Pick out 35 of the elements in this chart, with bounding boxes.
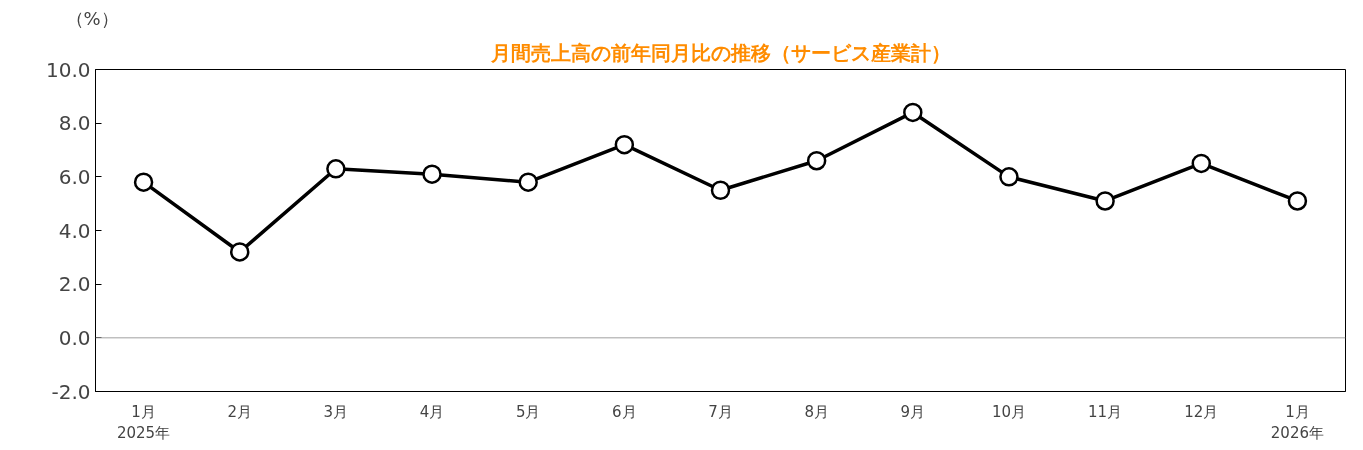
y-tick-label: -2.0: [51, 379, 91, 404]
x-tick-label: 1月 2026年: [1270, 402, 1325, 443]
y-tick-label: 10.0: [45, 57, 91, 82]
y-tick-label: 0.0: [58, 325, 91, 350]
x-tick-label: 6月: [612, 402, 637, 421]
point: [1191, 153, 1212, 174]
y-tick-label: 2.0: [58, 272, 91, 297]
x-tick-label: 7月: [708, 402, 733, 421]
point: [518, 172, 538, 192]
y-tick-label: 8.0: [58, 111, 91, 136]
point: [806, 151, 827, 171]
y-axis-title: （%）: [65, 7, 119, 29]
point: [999, 167, 1019, 187]
x-tick-label: 1月 2025年: [116, 402, 171, 443]
x-tick-label: 4月: [419, 402, 445, 421]
point: [133, 172, 154, 192]
x-tick-label: 2月: [227, 402, 253, 421]
y-tick-label: 6.0: [58, 164, 91, 189]
x-tick-label: 9月: [900, 402, 926, 421]
point: [614, 134, 635, 155]
x-tick-label: 12月: [1184, 402, 1219, 421]
chart-title: 月間売上高の前年同月比の推移（サービス産業計）: [489, 40, 951, 65]
point: [710, 180, 731, 200]
point: [422, 164, 442, 184]
x-tick-label: 5月: [515, 402, 541, 421]
x-tick-label: 10月: [991, 402, 1027, 421]
x-tick-label: 3月: [323, 402, 349, 421]
point: [326, 159, 346, 179]
point: [1287, 191, 1308, 211]
point: [1095, 191, 1115, 211]
x-tick-label: 11月: [1088, 402, 1123, 421]
x-tick-label: 8月: [804, 402, 829, 421]
point: [903, 102, 923, 123]
point: [229, 242, 250, 262]
y-tick-label: 4.0: [58, 218, 91, 243]
